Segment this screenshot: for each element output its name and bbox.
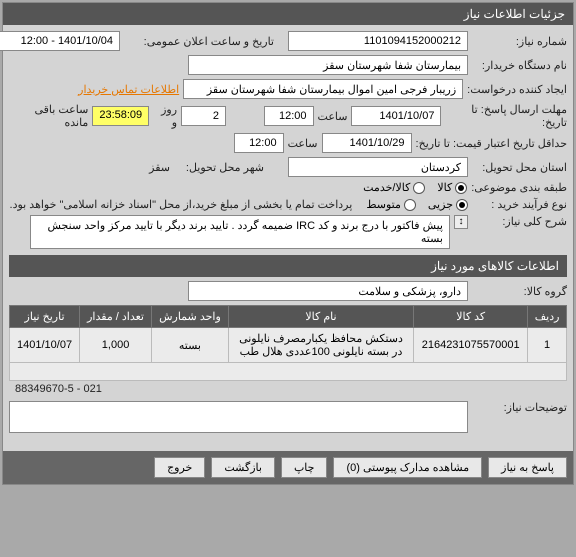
category-label: طبقه بندی موضوعی:	[471, 181, 567, 194]
remain-text: ساعت باقی مانده	[9, 103, 88, 129]
city-value: سقز	[149, 161, 170, 174]
price-valid-label: حداقل تاریخ اعتبار قیمت: تا تاریخ:	[416, 137, 567, 150]
radio-partial-circle	[456, 199, 468, 211]
th-date: تاریخ نیاز	[10, 306, 80, 328]
exit-button[interactable]: خروج	[154, 457, 205, 478]
price-valid-time: 12:00	[234, 133, 284, 153]
table-row[interactable]: 1 2164231075570001 دستکش محافظ یکبارمصرف…	[10, 328, 567, 363]
footer-bar: پاسخ به نیاز مشاهده مدارک پیوستی (0) چاپ…	[3, 451, 573, 484]
deadline-time: 12:00	[264, 106, 314, 126]
back-button[interactable]: بازگشت	[211, 457, 275, 478]
phone-text: 021 - 88349670-5	[15, 383, 102, 395]
announce-label: تاریخ و ساعت اعلان عمومی:	[124, 35, 274, 48]
announce-field: 1401/10/04 - 12:00	[0, 31, 120, 51]
group-label: گروه کالا:	[472, 285, 567, 298]
deadline-label: مهلت ارسال پاسخ: تا تاریخ:	[445, 103, 567, 129]
comments-label: توضیحات نیاز:	[472, 401, 567, 414]
print-button[interactable]: چاپ	[281, 457, 328, 478]
radio-medium-label: متوسط	[366, 198, 401, 211]
buyer-org-label: نام دستگاه خریدار:	[472, 59, 567, 72]
section-goods-header: اطلاعات کالاهای مورد نیاز	[9, 255, 567, 277]
main-window: جزئیات اطلاعات نیاز شماره نیاز: 11010941…	[2, 2, 574, 485]
content-area: شماره نیاز: 1101094152000212 تاریخ و ساع…	[3, 25, 573, 443]
cell-code: 2164231075570001	[414, 328, 528, 363]
th-name: نام کالا	[228, 306, 413, 328]
radio-partial-label: جزیی	[428, 198, 453, 211]
respond-button[interactable]: پاسخ به نیاز	[488, 457, 567, 478]
cell-name: دستکش محافظ یکبارمصرف نایلونی در بسته نا…	[228, 328, 413, 363]
purchase-type-label: نوع فرآیند خرید :	[472, 198, 567, 211]
radio-service-circle	[413, 182, 425, 194]
table-spacer	[10, 363, 567, 381]
th-unit: واحد شمارش	[152, 306, 229, 328]
time-label-1: ساعت	[318, 110, 348, 123]
th-qty: تعداد / مقدار	[80, 306, 152, 328]
attachments-button[interactable]: مشاهده مدارک پیوستی (0)	[333, 457, 482, 478]
buyer-org-field: بیمارستان شفا شهرستان سقز	[188, 55, 468, 75]
creator-field: زریبار فرجی امین اموال بیمارستان شفا شهر…	[183, 79, 463, 99]
radio-goods-label: کالا	[437, 181, 452, 194]
desc-label: شرح کلی نیاز:	[472, 215, 567, 228]
goods-table: ردیف کد کالا نام کالا واحد شمارش تعداد /…	[9, 305, 567, 381]
expand-icon[interactable]: ↕	[454, 215, 468, 229]
radio-goods-circle	[455, 182, 467, 194]
province-label: استان محل تحویل:	[472, 161, 567, 174]
need-no-field: 1101094152000212	[288, 31, 468, 51]
city-label: شهر محل تحویل:	[174, 161, 264, 174]
titlebar: جزئیات اطلاعات نیاز	[3, 3, 573, 25]
radio-medium[interactable]: متوسط	[366, 198, 416, 211]
province-field: کردستان	[288, 157, 468, 177]
group-field: دارو، پزشکی و سلامت	[188, 281, 468, 301]
deadline-date: 1401/10/07	[351, 106, 441, 126]
contact-link[interactable]: اطلاعات تماس خریدار	[78, 83, 179, 96]
countdown-timer: 23:58:09	[92, 106, 149, 126]
cell-unit: بسته	[152, 328, 229, 363]
purchase-note: پرداخت تمام یا بخشی از مبلغ خرید،از محل …	[10, 198, 353, 211]
th-idx: ردیف	[528, 306, 567, 328]
radio-medium-circle	[404, 199, 416, 211]
cell-qty: 1,000	[80, 328, 152, 363]
cell-idx: 1	[528, 328, 567, 363]
need-no-label: شماره نیاز:	[472, 35, 567, 48]
phone-area: 021 - 88349670-5	[9, 381, 567, 397]
th-code: کد کالا	[414, 306, 528, 328]
radio-service-label: کالا/خدمت	[363, 181, 410, 194]
creator-label: ایجاد کننده درخواست:	[467, 83, 567, 96]
days-count: 2	[181, 106, 226, 126]
desc-text: پیش فاکتور با درج برند و کد IRC ضمیمه گر…	[30, 215, 450, 249]
radio-partial[interactable]: جزیی	[428, 198, 468, 211]
cell-date: 1401/10/07	[10, 328, 80, 363]
category-radios: کالا کالا/خدمت	[363, 181, 467, 194]
comments-field	[9, 401, 468, 433]
price-valid-date: 1401/10/29	[322, 133, 412, 153]
days-unit: روز و	[153, 103, 177, 129]
purchase-type-radios: جزیی متوسط	[366, 198, 468, 211]
radio-service[interactable]: کالا/خدمت	[363, 181, 425, 194]
time-label-2: ساعت	[288, 137, 318, 150]
radio-goods[interactable]: کالا	[437, 181, 467, 194]
